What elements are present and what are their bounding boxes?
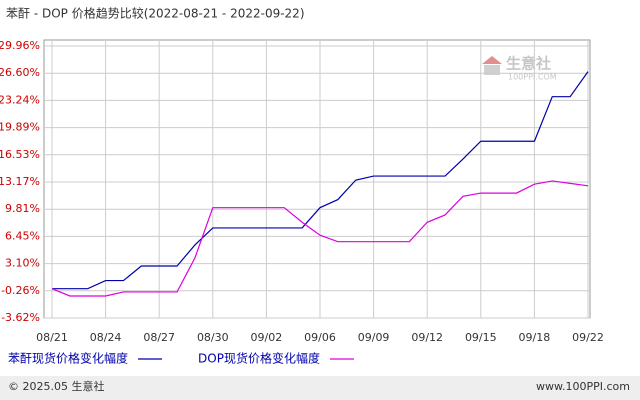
x-tick-label: 09/22 xyxy=(572,331,604,344)
x-tick-label: 08/21 xyxy=(36,331,68,344)
legend-label: 苯酐现货价格变化幅度 xyxy=(8,351,128,366)
footer-left: © 2025.05 生意社 xyxy=(8,379,104,393)
x-tick-label: 08/24 xyxy=(90,331,122,344)
x-tick-label: 08/27 xyxy=(143,331,175,344)
footer-bar xyxy=(0,376,640,400)
series-line xyxy=(52,71,589,290)
series-line xyxy=(51,180,589,297)
watermark-site: 100PPI.COM xyxy=(508,73,557,82)
y-tick-label: 3.10% xyxy=(5,257,40,270)
x-tick-label: 09/02 xyxy=(251,331,283,344)
watermark: 生意社 100PPI.COM xyxy=(482,55,557,82)
x-tick-label: 09/06 xyxy=(304,331,336,344)
watermark-name: 生意社 xyxy=(506,55,551,73)
x-tick-label: 09/15 xyxy=(465,331,497,344)
y-tick-label: -3.62% xyxy=(1,311,40,324)
y-tick-label: 9.81% xyxy=(5,202,40,215)
y-tick-label: 26.60% xyxy=(0,66,40,79)
x-tick-label: 09/09 xyxy=(358,331,390,344)
y-tick-label: -0.26% xyxy=(1,284,40,297)
y-tick-label: 16.53% xyxy=(0,148,40,161)
x-tick-label: 08/30 xyxy=(197,331,229,344)
x-tick-label: 09/18 xyxy=(519,331,551,344)
y-tick-label: 29.96% xyxy=(0,39,40,52)
y-tick-label: 19.89% xyxy=(0,121,40,134)
footer-right: www.100PPI.com xyxy=(536,380,630,393)
y-tick-label: 13.17% xyxy=(0,175,40,188)
legend-label: DOP现货价格变化幅度 xyxy=(198,351,320,366)
chart-title: 苯酐 - DOP 价格趋势比较(2022-08-21 - 2022-09-22) xyxy=(6,6,305,21)
y-tick-label: 6.45% xyxy=(5,229,40,242)
y-tick-label: 23.24% xyxy=(0,93,40,106)
x-tick-label: 09/12 xyxy=(411,331,443,344)
